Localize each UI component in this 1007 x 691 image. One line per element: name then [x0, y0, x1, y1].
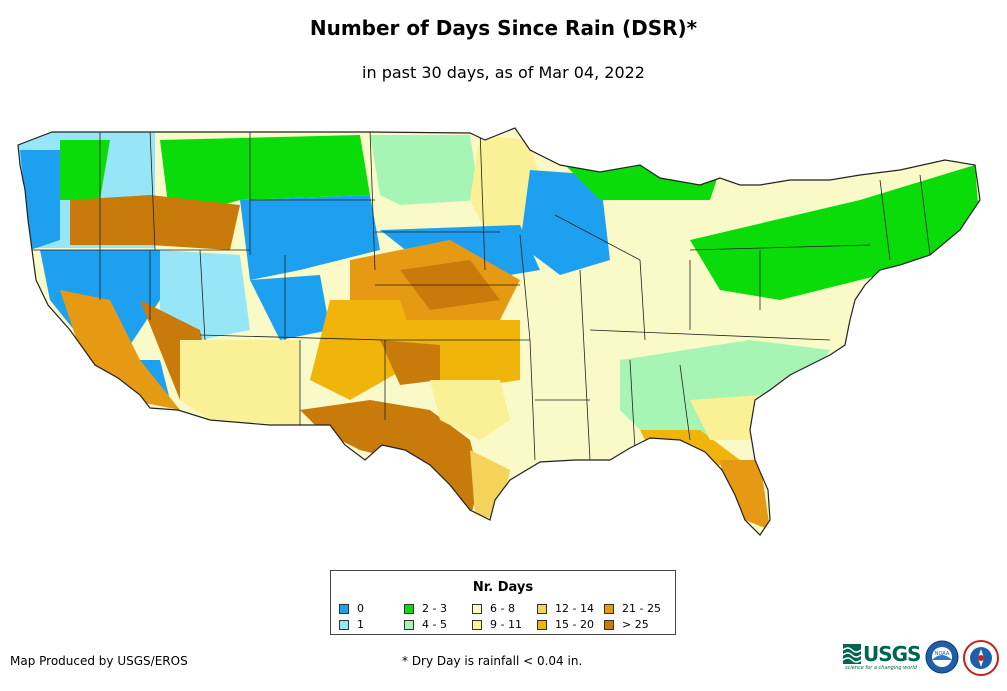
legend-swatch: [604, 619, 614, 630]
legend-label: 0: [357, 602, 364, 615]
usgs-logo: USGS: [863, 642, 921, 666]
legend-label: 9 - 11: [490, 618, 522, 631]
map-title: Number of Days Since Rain (DSR)*: [309, 16, 698, 40]
legend-label: 21 - 25: [622, 602, 661, 615]
legend-title: Nr. Days: [472, 580, 534, 595]
nws-logo-icon: [963, 640, 999, 676]
noaa-label: NOAA: [935, 651, 950, 657]
legend-label: 6 - 8: [490, 602, 515, 615]
legend-item-4: 6 - 8: [472, 602, 515, 615]
usgs-wave-icon: [843, 644, 861, 664]
legend-label: > 25: [622, 618, 649, 631]
map-producer: Map Produced by USGS/EROS: [10, 654, 188, 668]
legend-item-1: 1: [339, 618, 364, 631]
agency-logos: USGS science for a changing world NOAA: [843, 640, 1003, 680]
legend-item-3: 4 - 5: [404, 618, 447, 631]
legend-label: 2 - 3: [422, 602, 447, 615]
legend: Nr. Days 0 1 2 - 3 4 - 5 6 - 8 9 - 11 12…: [330, 570, 676, 635]
footnote: * Dry Day is rainfall < 0.04 in.: [402, 654, 583, 668]
legend-swatch: [537, 619, 547, 630]
legend-swatch: [537, 603, 547, 614]
map-subtitle: in past 30 days, as of Mar 04, 2022: [362, 63, 645, 82]
legend-label: 15 - 20: [555, 618, 594, 631]
usgs-tagline: science for a changing world: [845, 665, 917, 671]
legend-swatch: [339, 603, 349, 614]
legend-swatch: [472, 619, 482, 630]
legend-label: 1: [357, 618, 364, 631]
legend-swatch: [404, 603, 414, 614]
legend-item-8: 21 - 25: [604, 602, 661, 615]
legend-item-9: > 25: [604, 618, 649, 631]
legend-swatch: [339, 619, 349, 630]
legend-item-2: 2 - 3: [404, 602, 447, 615]
legend-swatch: [604, 603, 614, 614]
legend-label: 12 - 14: [555, 602, 594, 615]
legend-item-5: 9 - 11: [472, 618, 522, 631]
noaa-logo-icon: NOAA: [925, 640, 959, 674]
legend-item-0: 0: [339, 602, 364, 615]
legend-item-7: 15 - 20: [537, 618, 594, 631]
legend-swatch: [472, 603, 482, 614]
legend-item-6: 12 - 14: [537, 602, 594, 615]
legend-label: 4 - 5: [422, 618, 447, 631]
legend-swatch: [404, 619, 414, 630]
